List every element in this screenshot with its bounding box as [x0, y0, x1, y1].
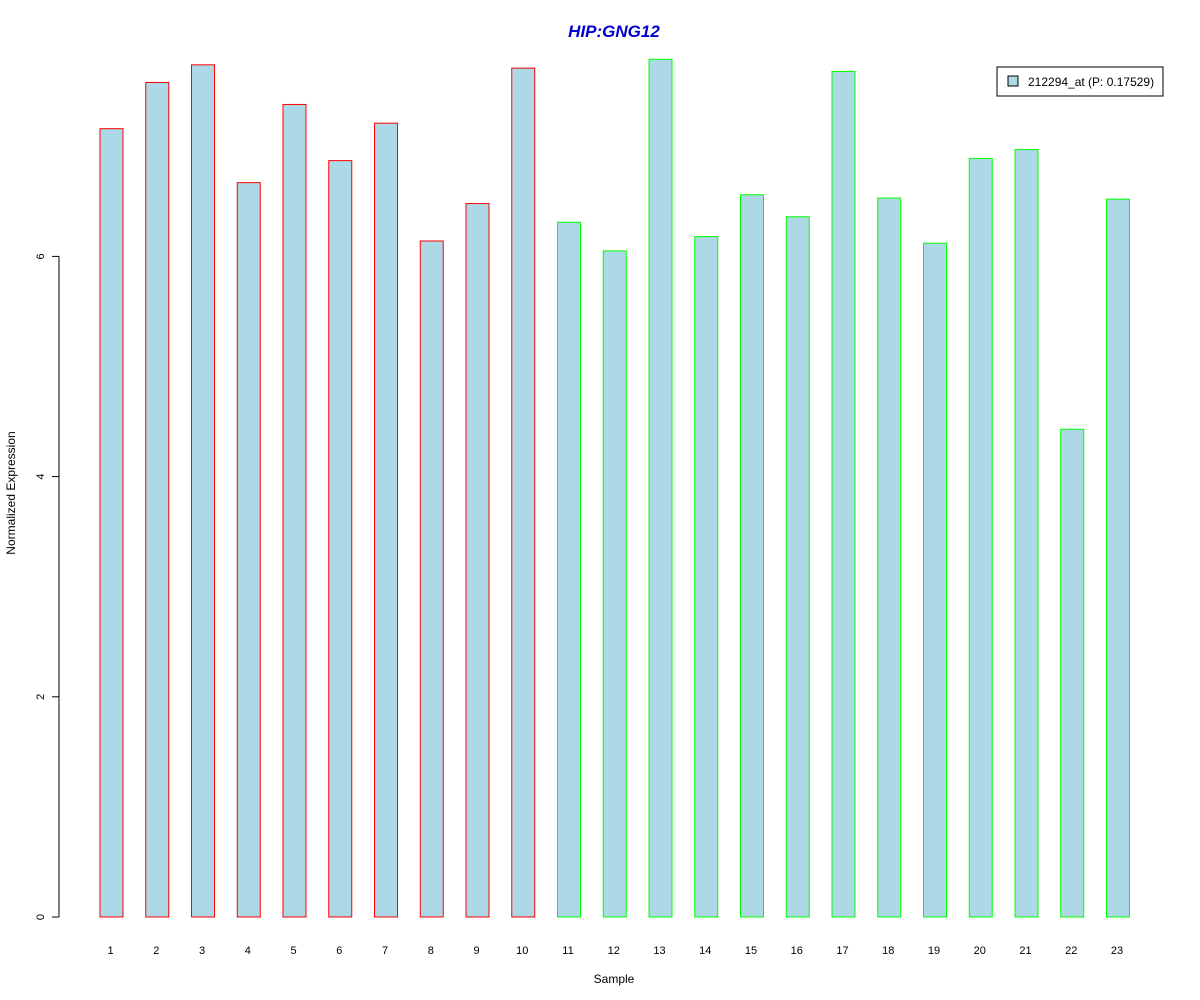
- x-tick-label: 14: [699, 945, 711, 957]
- x-tick-label: 3: [199, 945, 205, 957]
- x-tick-label: 13: [653, 945, 665, 957]
- bar: [1106, 198, 1130, 918]
- x-tick-label: 5: [290, 945, 296, 957]
- bar: [877, 197, 902, 918]
- bar: [785, 216, 810, 918]
- x-tick-label: 6: [336, 945, 342, 957]
- bar: [648, 58, 673, 918]
- x-tick-label: 23: [1111, 945, 1123, 957]
- x-tick-label: 10: [516, 945, 528, 957]
- chart-title: HIP:GNG12: [568, 22, 660, 41]
- x-tick-label: 4: [245, 945, 251, 957]
- bar: [145, 81, 170, 918]
- x-tick-label: 17: [836, 945, 848, 957]
- bar: [374, 122, 398, 918]
- bar: [1014, 149, 1039, 918]
- y-axis: 0 2 4 6: [35, 253, 60, 920]
- bar: [99, 128, 124, 918]
- bar: [557, 221, 581, 918]
- x-tick-label: 7: [382, 945, 388, 957]
- x-tick-label: 20: [974, 945, 986, 957]
- x-tick-label: 15: [745, 945, 757, 957]
- x-tick-label: 2: [153, 945, 159, 957]
- y-tick-label: 4: [35, 474, 47, 480]
- x-tick-label: 18: [882, 945, 894, 957]
- x-tick-label: 16: [791, 945, 803, 957]
- bar: [465, 203, 490, 918]
- bar: [694, 236, 719, 918]
- x-tick-label: 8: [428, 945, 434, 957]
- bar: [328, 160, 353, 918]
- bar: [511, 67, 536, 918]
- y-axis-label: Normalized Expression: [4, 431, 18, 554]
- bars-group: [99, 58, 1130, 918]
- x-tick-label: 22: [1065, 945, 1077, 957]
- x-axis-label: Sample: [594, 972, 635, 986]
- x-tick-label: 21: [1019, 945, 1031, 957]
- bar: [1060, 428, 1085, 918]
- bar: [602, 250, 627, 918]
- x-tick-label: 1: [107, 945, 113, 957]
- bar: [968, 157, 993, 918]
- bar: [923, 242, 947, 918]
- y-tick-label: 2: [35, 694, 47, 700]
- y-tick-label: 6: [35, 253, 47, 259]
- legend: 212294_at (P: 0.17529): [996, 66, 1164, 97]
- legend-box: [996, 66, 1164, 97]
- bar: [191, 64, 215, 918]
- bar: [236, 182, 261, 918]
- x-tick-label: 19: [928, 945, 940, 957]
- x-tick-label: 12: [608, 945, 620, 957]
- x-tick-labels: 1 2 3 4 5 6 7 8 9 10 11 12 13 14 15 16 17 18 19 20 21 22 23: [107, 945, 1123, 957]
- bar: [419, 240, 444, 918]
- y-tick-label: 0: [35, 914, 47, 920]
- bar: [740, 194, 764, 918]
- bar: [282, 103, 307, 918]
- legend-swatch: [1007, 75, 1019, 87]
- x-tick-label: 11: [562, 945, 573, 957]
- legend-series-label: 212294_at (P: 0.17529): [1028, 75, 1154, 89]
- x-tick-label: 9: [473, 945, 479, 957]
- bar: [831, 70, 856, 918]
